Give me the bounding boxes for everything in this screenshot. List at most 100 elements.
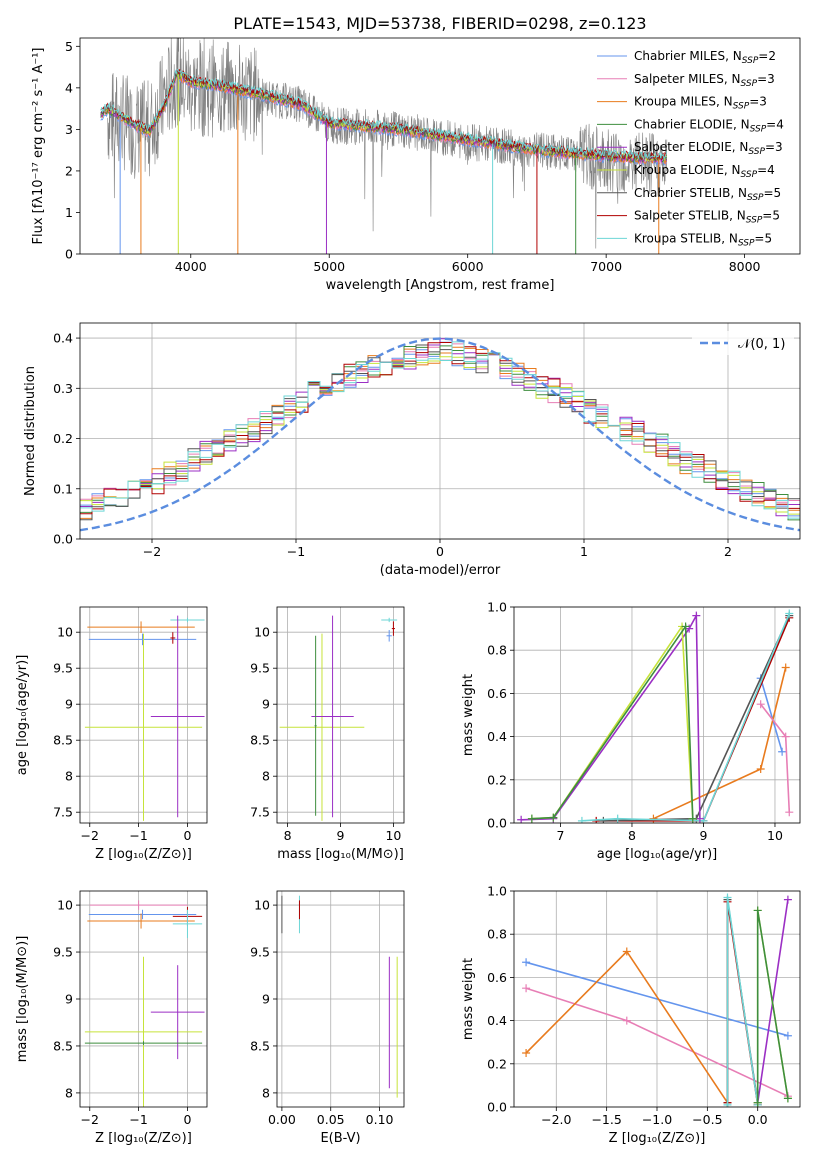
x-axis-label: E(B-V) [320,1131,360,1146]
legend-label: Kroupa ELODIE, NSSP=4 [634,163,775,180]
legend-label: Chabrier STELIB, NSSP=5 [634,186,781,203]
x-tick-label: 0.0 [748,1112,768,1127]
legend-box [692,331,794,355]
series-kroupa-miles [522,947,732,1107]
series-marker [778,747,787,756]
axes-age-vs-z: −2 −1 0 7.5 8 8.5 9 9.5 10 Z [log₁₀(Z/Z⊙)] age [lo… [15,606,208,862]
y-tick-label: 0.4 [487,729,507,744]
point-chabrier-miles [88,909,197,920]
residuals-legend: 𝒩(0, 1) [692,331,794,355]
x-tick-label: 8 [284,828,292,843]
x-tick-label: −1.0 [642,1112,672,1127]
axes-spectrum: 4000 5000 6000 7000 8000 0 1 2 3 4 5 wavelength [An… [31,37,801,293]
series-line [653,667,787,820]
y-tick-label: 0.0 [487,816,507,831]
y-tick-label: 0.6 [487,686,507,701]
y-tick-label: 0.2 [53,431,73,446]
series-salpeter-stelib [592,613,794,823]
x-tick-label: 0.05 [317,1112,345,1127]
point-kroupa-stelib [170,617,205,623]
y-tick-label: 0.8 [487,927,507,942]
legend-label: Chabrier MILES, NSSP=2 [634,49,776,66]
y-axis-label: mass weight [461,674,476,756]
y-tick-label: 10 [254,625,270,640]
y-tick-label: 0 [65,247,73,262]
x-tick-label: 6000 [452,259,484,274]
x-tick-label: 10 [385,828,401,843]
plot-area-spectrum [100,38,668,254]
x-tick-label: 2 [724,544,732,559]
x-tick-label: −2 [81,828,99,843]
plot-area-mass-vs-ebv [281,895,398,1098]
y-tick-label: 9.5 [250,945,270,960]
y-tick-label: 0.1 [53,481,73,496]
x-axis-label: wavelength [Angstrom, rest frame] [326,278,555,293]
legend-label: Chabrier ELODIE, NSSP=4 [634,117,784,134]
y-tick-label: 1.0 [487,600,507,615]
y-tick-label: 8.5 [250,1038,270,1053]
series-marker [783,1031,792,1040]
series-marker [753,1098,762,1107]
x-tick-label: 9 [337,828,345,843]
series-marker [517,815,526,823]
point-salpeter-miles [89,900,188,910]
y-tick-label: 5 [65,39,73,54]
x-tick-label: 0 [183,1112,191,1127]
y-tick-label: 1.0 [487,884,507,899]
axes-frame [79,322,801,540]
plot-area-age-vs-mass [279,615,398,821]
point-kroupa-stelib [172,909,203,938]
axes-frame [276,890,405,1108]
legend-label: Kroupa STELIB, NSSP=5 [634,231,772,248]
x-axis-label: Z [log₁₀(Z/Z⊙)] [95,1131,192,1146]
legend-label: Salpeter STELIB, NSSP=5 [634,209,780,226]
point-salpeter-elodie [150,615,205,818]
x-tick-label: 4000 [175,259,207,274]
x-axis-label: age [log₁₀(age/yr)] [597,847,718,862]
series-marker [756,765,765,773]
x-tick-label: 9 [699,828,707,843]
x-tick-label: 1 [580,544,588,559]
x-tick-label: −2 [143,544,161,559]
y-tick-label: 8 [65,1085,73,1100]
y-tick-label: 9.5 [53,661,73,676]
axes-residuals: −2 −1 0 1 2 0.0 0.1 0.2 0.3 0.4 (data-model)/error… [23,322,801,578]
model-spectrum-kroupa-stelib [100,68,667,161]
plot-area-mass-vs-z [84,900,205,1107]
series-line [726,897,759,1105]
series-marker [522,958,531,967]
plot-area-age-vs-z [84,615,205,821]
y-tick-label: 9 [65,992,73,1007]
spectrum-legend: Chabrier MILES, NSSP=2 Salpeter MILES, NS… [597,49,784,248]
point-kroupa-stelib [381,617,398,623]
series-marker [785,609,794,618]
series-line [521,612,701,821]
y-tick-label: 0.0 [53,532,73,547]
histogram-kroupa-stelib [80,341,800,519]
point-chabrier-elodie [84,1041,203,1046]
x-tick-label: 0.00 [268,1112,296,1127]
series-marker [622,1016,631,1025]
point-kroupa-elodie [279,633,365,821]
series-marker [692,611,701,620]
y-tick-label: 10 [254,898,270,913]
x-tick-label: −2 [81,1112,99,1127]
series-marker [695,814,704,823]
x-axis-label: (data-model)/error [380,563,501,578]
y-tick-label: 8.5 [53,733,73,748]
series-line [531,623,694,820]
y-tick-label: 0.3 [53,381,73,396]
y-tick-label: 8.5 [250,733,270,748]
series-marker [577,816,586,823]
y-tick-label: 0.4 [53,331,73,346]
y-tick-label: 4 [65,80,73,95]
x-tick-label: 10 [767,828,783,843]
legend-label: Salpeter MILES, NSSP=3 [634,72,775,89]
series-line [531,623,694,820]
x-tick-label: −1 [129,1112,147,1127]
point-chabrier-miles [88,633,197,646]
x-tick-label: −1 [287,544,305,559]
y-tick-label: 8.5 [53,1038,73,1053]
point-salpeter-elodie [311,615,354,818]
